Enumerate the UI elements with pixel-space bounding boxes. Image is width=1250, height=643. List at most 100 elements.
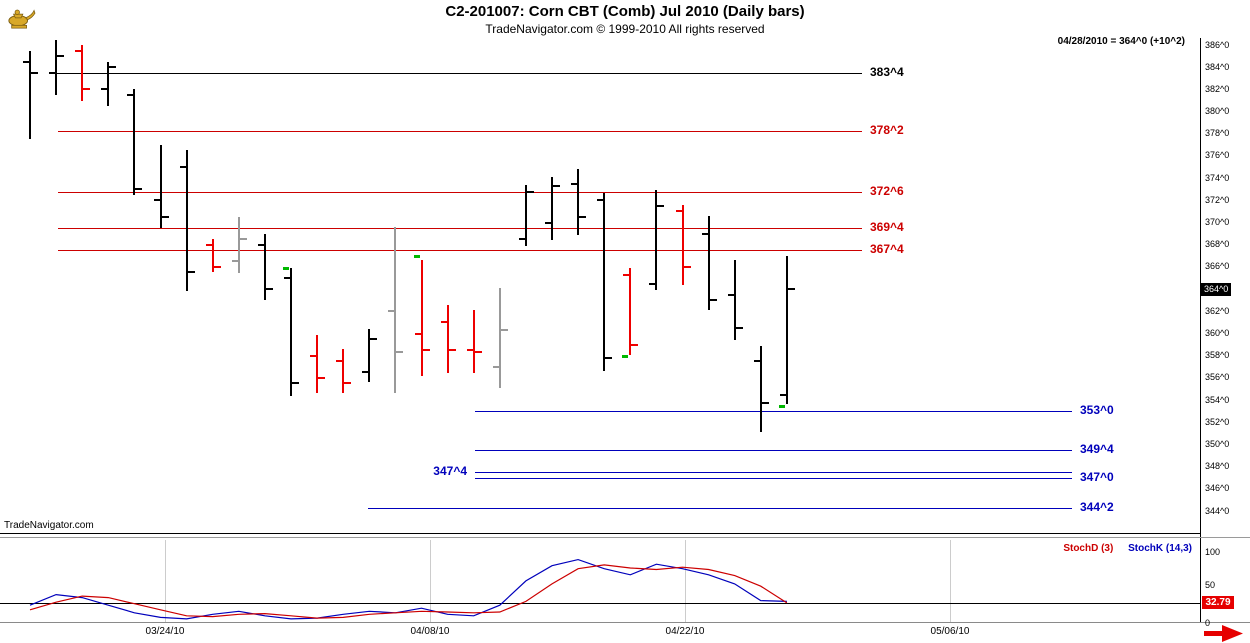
stoch-gridline	[685, 540, 686, 622]
price-bar	[603, 192, 606, 372]
current-quote-readout: 04/28/2010 = 364^0 (+10^2)	[1057, 36, 1185, 47]
scroll-right-arrow[interactable]	[1198, 623, 1248, 643]
date-label: 03/24/10	[145, 626, 185, 637]
open-tick	[205, 243, 212, 246]
price-bar	[237, 217, 240, 273]
open-tick	[257, 243, 264, 246]
close-tick	[579, 216, 587, 218]
close-tick	[83, 88, 91, 91]
level-label: 378^2	[870, 123, 904, 137]
price-bar	[55, 39, 58, 95]
signal-marker	[283, 266, 289, 270]
price-bar	[524, 184, 527, 246]
copyright-text: TradeNavigator.com © 1999-2010 All right…	[485, 22, 765, 36]
level-line	[368, 508, 1072, 510]
price-bar	[107, 61, 110, 106]
close-tick	[735, 326, 743, 329]
open-tick	[23, 60, 29, 63]
close-tick	[265, 288, 273, 291]
price-axis-label: 376^0	[1205, 150, 1230, 161]
level-line	[58, 250, 862, 252]
price-axis-label: 362^0	[1205, 305, 1230, 316]
price-bar	[394, 227, 397, 394]
stochk-legend: StochK (14,3)	[1128, 543, 1192, 554]
price-bar	[342, 349, 345, 394]
level-line	[475, 411, 1072, 413]
price-bar	[316, 334, 319, 394]
open-tick	[440, 321, 447, 324]
price-bar	[446, 304, 449, 374]
stoch-axis-100: 100	[1205, 547, 1221, 557]
date-label: 04/22/10	[665, 626, 705, 637]
level-line	[475, 450, 1072, 451]
chart-title: C2-201007: Corn CBT (Comb) Jul 2010 (Dai…	[445, 3, 805, 20]
price-bar	[707, 215, 710, 311]
stoch-value-box: 32.79	[1202, 596, 1234, 610]
stoch-axis-0: 0	[1205, 618, 1211, 628]
level-line	[58, 192, 862, 193]
price-bar	[681, 204, 684, 285]
stoch-gridline	[430, 540, 431, 622]
current-price-label: 364^0	[1201, 282, 1232, 296]
open-tick	[571, 182, 578, 185]
open-tick	[649, 282, 656, 285]
close-tick	[631, 343, 639, 346]
price-bar	[472, 310, 475, 374]
price-bar	[159, 144, 162, 229]
close-tick	[213, 265, 221, 268]
open-tick	[518, 238, 525, 241]
open-tick	[701, 232, 708, 235]
open-tick	[466, 349, 473, 352]
open-tick	[492, 365, 499, 368]
open-tick	[153, 199, 160, 202]
price-bar	[629, 268, 632, 355]
close-tick	[605, 356, 613, 359]
close-tick	[344, 382, 352, 385]
price-axis-line	[1200, 38, 1201, 622]
close-tick	[31, 71, 38, 74]
open-tick	[101, 88, 108, 91]
price-axis-label: 378^0	[1205, 128, 1230, 139]
open-tick	[675, 210, 682, 213]
price-axis-label: 368^0	[1205, 239, 1230, 250]
close-tick	[370, 338, 378, 340]
signal-marker	[622, 355, 629, 359]
stochastic-legend: StochD (3) StochK (14,3)	[1051, 543, 1192, 554]
close-tick	[239, 238, 247, 241]
main-chart-baseline	[0, 533, 1200, 534]
close-tick	[787, 288, 795, 291]
close-tick	[657, 204, 665, 207]
signal-marker	[778, 405, 785, 409]
close-tick	[318, 376, 326, 379]
open-tick	[310, 354, 317, 357]
open-tick	[231, 260, 238, 263]
app-logo-icon	[8, 9, 36, 29]
price-axis-label: 384^0	[1205, 61, 1230, 72]
level-label: 347^0	[1080, 469, 1114, 484]
open-tick	[779, 393, 786, 396]
open-tick	[597, 199, 604, 202]
level-label: 344^2	[1080, 500, 1114, 515]
close-tick	[57, 55, 65, 58]
open-tick	[179, 166, 186, 168]
price-axis-label: 382^0	[1205, 83, 1230, 94]
price-axis-label: 366^0	[1205, 261, 1230, 272]
price-axis-label: 352^0	[1205, 416, 1230, 427]
price-bar	[655, 190, 658, 291]
price-axis-label: 372^0	[1205, 194, 1230, 205]
level-line	[55, 72, 862, 74]
level-label: 383^4	[870, 64, 904, 79]
close-tick	[500, 329, 508, 332]
price-axis-label: 360^0	[1205, 328, 1230, 338]
price-axis-label: 348^0	[1205, 461, 1230, 472]
close-tick	[474, 351, 482, 354]
price-bar	[133, 89, 136, 195]
level-line	[58, 228, 862, 230]
level-label: 353^0	[1080, 403, 1114, 418]
open-tick	[362, 371, 369, 374]
open-tick	[623, 273, 630, 276]
price-bar	[498, 288, 501, 388]
open-tick	[75, 49, 82, 52]
level-label: 367^4	[870, 242, 904, 257]
